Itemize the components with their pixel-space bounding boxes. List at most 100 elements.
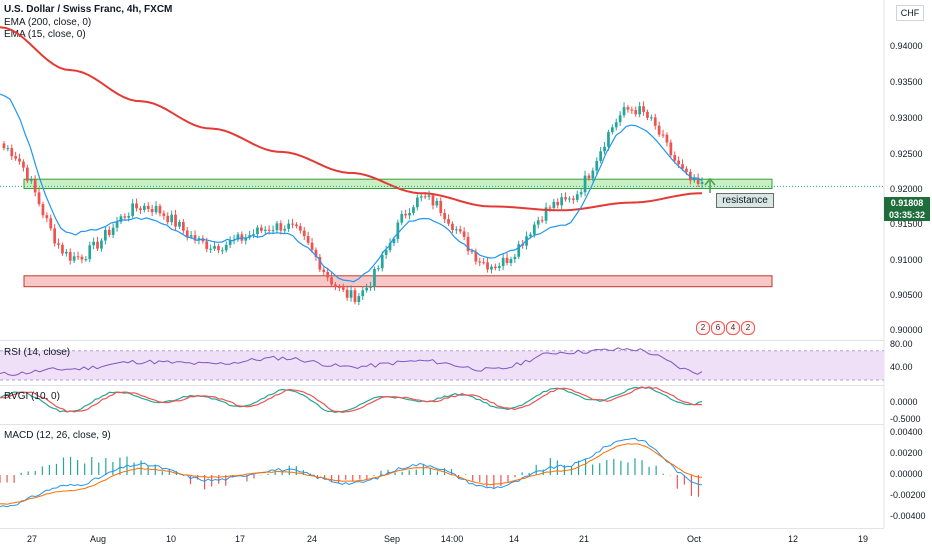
currency-button[interactable]: CHF [896,5,924,21]
candle-body [560,197,564,206]
candle-body [365,287,369,291]
candle-body [361,290,365,297]
candle-body [111,227,115,235]
candle-body [622,107,626,116]
candle-body [318,256,322,270]
candle-body [37,192,41,205]
candle-body [587,175,591,179]
candle-body [205,241,209,250]
macd-line [0,437,703,508]
candle-body [271,230,275,232]
candle-body [322,269,326,273]
candle-body [259,227,263,231]
candle-body [92,241,96,246]
candle-body [642,106,645,112]
price-tick: 0.90000 [890,325,923,335]
macd-level: 0.00200 [890,448,923,458]
ema15-line [0,93,703,283]
candle-body [501,257,505,267]
rsi-line [0,347,703,377]
candle-body [536,220,540,225]
candle-body [131,203,135,216]
symbol-title: U.S. Dollar / Swiss Franc, 4h, FXCM [4,4,173,15]
candle-body [517,244,521,257]
candle-body [443,213,447,220]
price-tick: 0.91000 [890,255,923,265]
candle-body [618,115,622,123]
event-badge[interactable]: 4 [726,321,740,335]
candle-body [49,218,53,229]
candle-body [287,223,291,229]
candle-body [607,132,610,147]
rsi-level-high: 80.00 [890,339,913,349]
candle-body [25,167,29,181]
candle-body [174,214,177,227]
event-badge[interactable]: 2 [741,321,755,335]
pane-divider [0,528,884,529]
time-tick: 21 [578,534,590,544]
event-badge[interactable]: 2 [696,321,710,335]
candle-body [486,262,489,270]
candle-body [614,122,618,128]
pane-divider[interactable] [0,424,884,425]
candle-body [532,224,536,235]
candle-body [681,164,684,169]
price-tick: 0.92500 [890,149,923,159]
candle-body [279,223,283,231]
macd-level: -0.00200 [890,490,926,500]
candle-body [10,148,14,157]
time-tick: 17 [234,534,246,544]
candle-body [677,160,681,165]
candle-body [571,198,575,200]
event-badge[interactable]: 6 [711,321,725,335]
candle-body [306,236,310,243]
ema200-legend[interactable]: EMA (200, close, 0) [4,17,92,28]
candle-body [478,261,482,263]
candle-body [158,206,162,214]
candle-body [649,117,653,119]
macd-level: -0.00400 [890,511,926,521]
price-tick: 0.92000 [890,184,923,194]
candle-body [665,134,669,143]
pane-divider[interactable] [0,385,884,386]
candle-body [267,229,271,231]
candle-body [302,230,306,237]
candle-body [193,235,197,241]
candle-body [298,226,302,231]
countdown-tag: 03:35:32 [884,209,930,221]
time-tick: 27 [26,534,38,544]
resistance-annotation[interactable]: resistance [716,193,774,208]
candle-body [33,179,37,193]
rsi-legend[interactable]: RSI (14, close) [4,347,71,358]
candle-body [673,155,677,161]
candle-body [603,146,606,152]
candle-body [228,240,232,245]
candle-body [349,290,353,298]
economic-events[interactable]: 2 6 4 2 [696,321,755,335]
candle-body [353,290,357,303]
rvgi-legend[interactable]: RVGI (10, 0) [4,391,60,402]
candle-body [256,227,259,235]
candle-body [696,177,700,184]
candle-body [423,196,427,198]
macd-signal-line [0,443,703,505]
candle-body [88,245,92,260]
candle-body [412,207,415,214]
candle-body [22,161,25,168]
candle-body [64,251,68,254]
candle-body [692,177,696,181]
rsi-band [0,350,884,380]
candle-body [482,262,486,264]
candle-body [41,204,45,216]
time-tick: 12 [787,534,799,544]
macd-legend[interactable]: MACD (12, 26, close, 9) [4,430,111,441]
candle-body [552,201,556,208]
ema15-legend[interactable]: EMA (15, close, 0) [4,29,86,40]
candle-body [29,179,33,181]
candle-body [388,243,392,251]
pane-divider[interactable] [0,340,884,341]
candle-body [45,215,49,219]
candle-body [80,256,84,260]
candle-body [252,234,255,236]
